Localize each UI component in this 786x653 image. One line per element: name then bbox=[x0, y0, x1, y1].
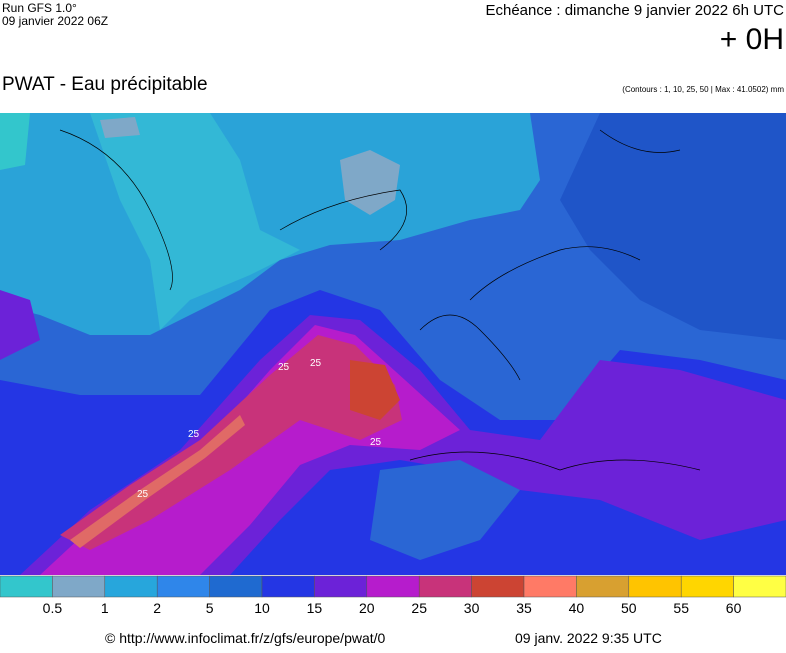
contour-label: 25 bbox=[137, 489, 149, 500]
coastline bbox=[59, 129, 701, 471]
legend-swatch bbox=[261, 575, 315, 598]
legend-label: 50 bbox=[621, 600, 637, 616]
legend-swatch bbox=[366, 575, 420, 598]
legend-label: 10 bbox=[254, 600, 270, 616]
legend-label: 55 bbox=[673, 600, 689, 616]
region-core bbox=[350, 360, 400, 420]
region-greenland bbox=[90, 113, 300, 330]
legend-swatch bbox=[314, 575, 368, 598]
legend-label: 20 bbox=[359, 600, 375, 616]
legend-swatch bbox=[104, 575, 158, 598]
legend-label: 35 bbox=[516, 600, 532, 616]
legend-label: 0.5 bbox=[43, 600, 63, 616]
legend-swatch bbox=[156, 575, 210, 598]
legend-label: 1 bbox=[101, 600, 109, 616]
legend-label: 25 bbox=[411, 600, 427, 616]
legend-label: 60 bbox=[726, 600, 742, 616]
contour-label: 25 bbox=[370, 437, 382, 448]
echeance: Echéance : dimanche 9 janvier 2022 6h UT… bbox=[485, 2, 784, 19]
run-label: Run GFS 1.0° bbox=[2, 1, 77, 15]
legend-swatch bbox=[733, 575, 786, 598]
contour-label: 25 bbox=[188, 429, 200, 440]
legend-swatch bbox=[680, 575, 734, 598]
legend-label: 5 bbox=[206, 600, 214, 616]
legend-label: 30 bbox=[464, 600, 480, 616]
footer-date: 09 janv. 2022 9:35 UTC bbox=[515, 630, 662, 646]
legend-swatch bbox=[576, 575, 630, 598]
legend-swatch bbox=[471, 575, 525, 598]
legend-label: 40 bbox=[569, 600, 585, 616]
map-title: PWAT - Eau précipitable bbox=[2, 74, 208, 95]
legend-swatch bbox=[523, 575, 577, 598]
region-teal bbox=[0, 113, 30, 170]
legend-label: 2 bbox=[153, 600, 161, 616]
region-purple bbox=[0, 290, 40, 360]
map: 25 25 25 25 25 bbox=[0, 113, 786, 575]
contour-label: 25 bbox=[310, 358, 322, 369]
legend-swatch bbox=[418, 575, 472, 598]
color-legend: 0.5 1 2 5 10 15 20 25 30 35 40 50 55 60 bbox=[0, 575, 786, 616]
region-blue bbox=[560, 113, 786, 340]
lead-time: + 0H bbox=[720, 23, 784, 56]
region-light bbox=[100, 117, 140, 138]
legend-swatch bbox=[628, 575, 682, 598]
contour-label: 25 bbox=[278, 362, 290, 373]
contour-info: (Contours : 1, 10, 25, 50 | Max : 41.050… bbox=[622, 85, 784, 94]
region-core bbox=[70, 415, 245, 548]
legend-swatch bbox=[52, 575, 106, 598]
legend-swatch bbox=[209, 575, 263, 598]
footer-url: © http://www.infoclimat.fr/z/gfs/europe/… bbox=[105, 630, 386, 646]
legend-swatch bbox=[0, 575, 53, 598]
region-africa bbox=[370, 460, 520, 560]
run-date: 09 janvier 2022 06Z bbox=[2, 14, 108, 28]
legend-label: 15 bbox=[307, 600, 323, 616]
